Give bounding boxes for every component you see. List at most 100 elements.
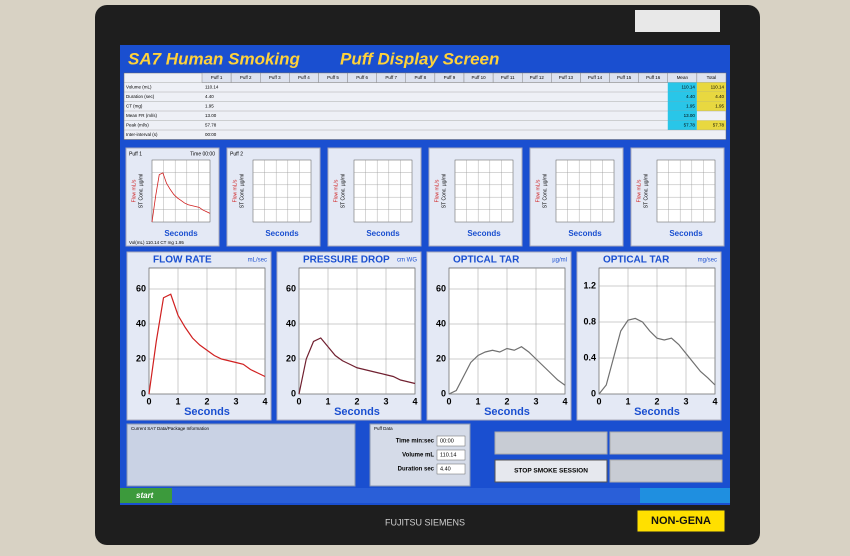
y-tick-label: 0 xyxy=(291,388,296,398)
label-sticker xyxy=(635,10,720,32)
x-axis-label: Seconds xyxy=(334,406,380,418)
x-tick-label: 2 xyxy=(204,396,209,406)
cell: 13.00 xyxy=(205,113,217,118)
x-tick-label: 3 xyxy=(383,396,388,406)
x-tick-label: 4 xyxy=(562,396,567,406)
cell: 110.14 xyxy=(681,84,695,89)
start-label: start xyxy=(136,491,154,500)
chart-units: cm WG xyxy=(397,258,417,264)
chart-units: mL/sec xyxy=(248,258,267,264)
column-label: Total xyxy=(707,75,717,80)
x-tick-label: 1 xyxy=(325,396,330,406)
x-tick-label: 0 xyxy=(296,396,301,406)
start-button[interactable] xyxy=(120,488,172,503)
small-plot xyxy=(656,159,716,223)
field-box xyxy=(436,463,466,475)
column-label: Puff 6 xyxy=(356,75,368,80)
small-y2-label: ST Conc. µg/ml xyxy=(542,174,548,208)
small-title: Puff 2 xyxy=(230,151,243,157)
small-plot xyxy=(454,159,514,223)
column-label: Mean xyxy=(677,75,689,80)
small-title: Puff 1 xyxy=(129,151,142,157)
small-x-label: Seconds xyxy=(366,229,400,238)
cell: 4.40 xyxy=(205,94,214,99)
cell: 110.14 xyxy=(205,84,219,89)
small-y2-label: ST Conc. µg/ml xyxy=(239,174,245,208)
small-x-label: Seconds xyxy=(467,229,501,238)
field-value: 4.40 xyxy=(440,466,451,472)
x-tick-label: 3 xyxy=(683,396,688,406)
x-tick-label: 0 xyxy=(596,396,601,406)
small-y-label: Flow mL/s xyxy=(232,179,238,202)
row-label: Peak (ml/s) xyxy=(126,122,149,127)
stop-button[interactable] xyxy=(494,459,608,483)
info-title: Current SA7 Data/Package Information xyxy=(131,426,210,431)
chart-title: OPTICAL TAR xyxy=(603,255,670,266)
column-label: Puff 13 xyxy=(559,75,574,80)
x-tick-label: 1 xyxy=(625,396,630,406)
column-label: Puff 11 xyxy=(501,75,515,80)
column-label: Puff 1 xyxy=(211,75,223,80)
small-y-label: Flow mL/s xyxy=(636,179,642,202)
column-label: Puff 10 xyxy=(471,75,486,80)
column-label: Puff 8 xyxy=(414,75,426,80)
brand: FUJITSU SIEMENS xyxy=(385,517,465,527)
disabled-button xyxy=(609,431,723,455)
row-label: CT (mg) xyxy=(126,103,143,108)
x-tick-label: 0 xyxy=(146,396,151,406)
x-tick-label: 2 xyxy=(504,396,509,406)
chart-title: PRESSURE DROP xyxy=(303,255,390,266)
x-tick-label: 2 xyxy=(654,396,659,406)
small-y-label: Flow mL/s xyxy=(131,179,137,202)
column-label: Puff 7 xyxy=(385,75,397,80)
small-footer: Vol(mL) 110.14 CT mg 1.95 xyxy=(129,240,184,245)
field-box xyxy=(436,435,466,447)
cell: 57.78 xyxy=(713,122,725,127)
total-cell xyxy=(696,92,726,102)
y-tick-label: 0 xyxy=(591,388,596,398)
field-box xyxy=(436,449,466,461)
small-time: Time 00:00 xyxy=(190,151,215,157)
total-cell xyxy=(696,101,726,111)
small-x-label: Seconds xyxy=(265,229,299,238)
sticker-text: NON-GENA xyxy=(651,515,711,527)
row-label: Duration (sec) xyxy=(126,94,155,99)
y-tick-label: 20 xyxy=(136,353,146,363)
data-line xyxy=(598,317,716,395)
total-cell xyxy=(696,120,726,130)
x-tick-label: 1 xyxy=(475,396,480,406)
data-line xyxy=(298,337,416,395)
total-cell xyxy=(696,82,726,92)
x-tick-label: 3 xyxy=(233,396,238,406)
field-value: 110.14 xyxy=(440,452,456,458)
x-tick-label: 3 xyxy=(533,396,538,406)
mean-cell xyxy=(667,82,697,92)
small-x-label: Seconds xyxy=(568,229,602,238)
small-y2-label: ST Conc. µg/ml xyxy=(138,174,144,208)
x-tick-label: 1 xyxy=(175,396,180,406)
field-label: Volume mL xyxy=(402,453,434,459)
column-label: Puff 2 xyxy=(240,75,252,80)
chart-title: OPTICAL TAR xyxy=(453,255,520,266)
cell: 1.95 xyxy=(686,103,695,108)
cell: 4.40 xyxy=(686,94,695,99)
small-y2-label: ST Conc. µg/ml xyxy=(643,174,649,208)
stop-button-label: STOP SMOKE SESSION xyxy=(514,468,588,475)
column-label: Puff 4 xyxy=(298,75,310,80)
y-tick-label: 40 xyxy=(136,318,146,328)
cell: 57.78 xyxy=(684,122,696,127)
y-tick-label: 20 xyxy=(436,353,446,363)
small-y2-label: ST Conc. µg/ml xyxy=(441,174,447,208)
cell: 13.00 xyxy=(684,113,696,118)
taskbar xyxy=(120,488,730,503)
mean-cell xyxy=(667,120,697,130)
row-label: Volume (mL) xyxy=(126,84,152,89)
info-panel xyxy=(126,423,356,487)
puff-data-title: Puff Data xyxy=(374,426,393,431)
mean-cell xyxy=(667,111,697,121)
y-tick-label: 0.4 xyxy=(583,352,596,362)
column-label: Puff 12 xyxy=(530,75,545,80)
y-tick-label: 20 xyxy=(286,353,296,363)
table-bg xyxy=(123,72,727,140)
mean-cell xyxy=(667,101,697,111)
